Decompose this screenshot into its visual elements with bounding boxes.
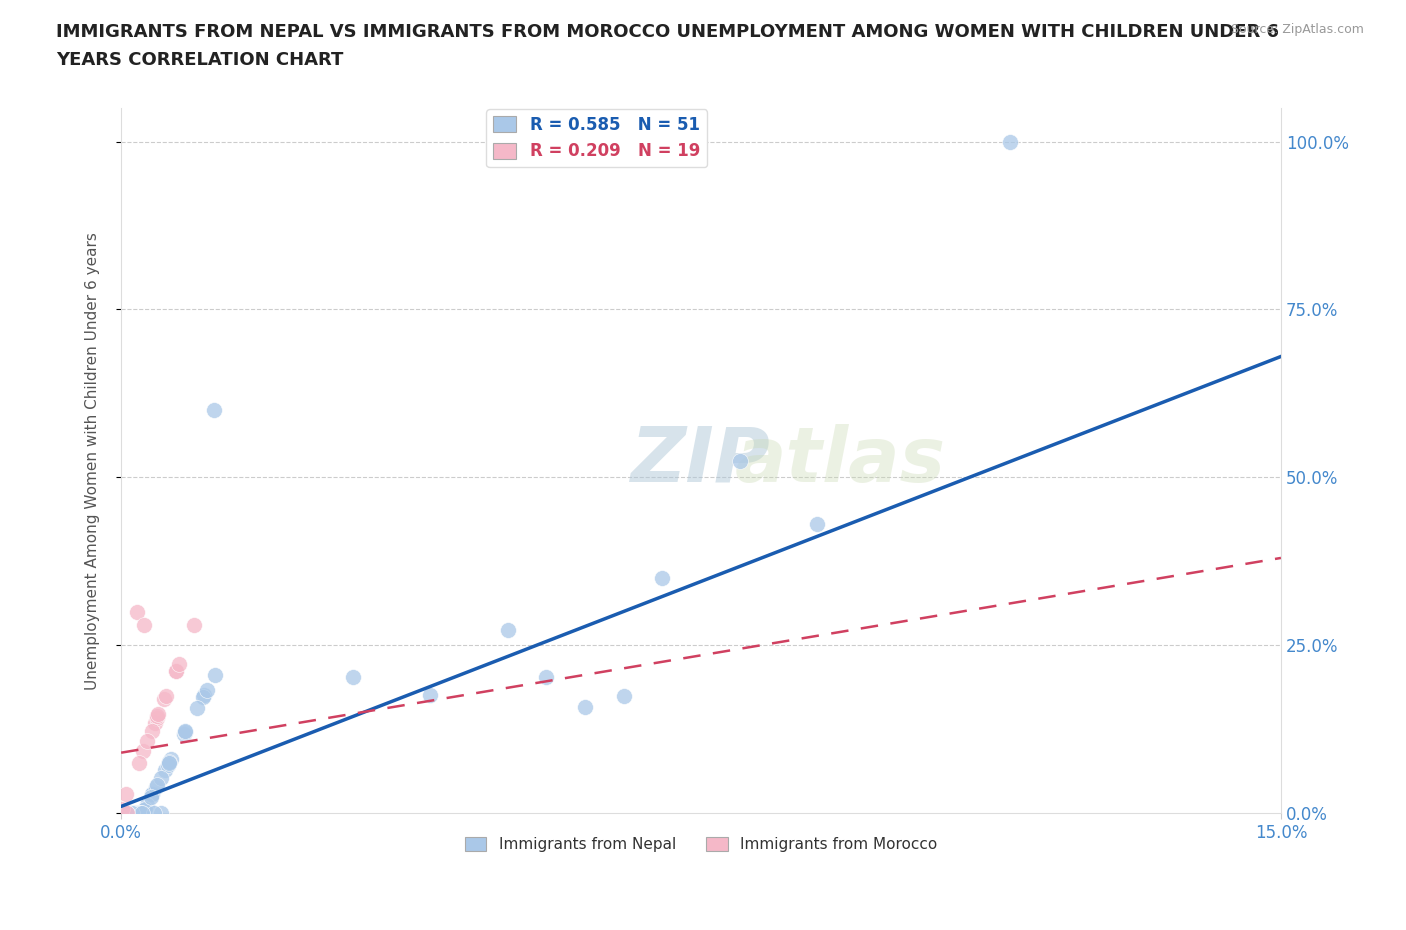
Point (193, 687, 215, 702)
Point (134, 805, 156, 820)
Point (117, 805, 139, 820)
Point (165, 664, 187, 679)
Point (191, 689, 214, 704)
Point (195, 683, 218, 698)
Point (149, 805, 172, 820)
Point (174, 724, 197, 738)
Point (124, 805, 146, 820)
Point (121, 805, 143, 820)
Point (141, 787, 163, 802)
Text: ZIP: ZIP (631, 423, 770, 498)
Point (165, 664, 187, 679)
Point (134, 618, 156, 632)
Point (613, 689, 636, 704)
Point (167, 657, 190, 671)
Point (204, 667, 226, 682)
Point (536, 670, 558, 684)
Point (202, 403, 225, 418)
Point (1000, 134, 1022, 149)
Point (135, 797, 157, 812)
Point (342, 670, 364, 684)
Point (183, 618, 205, 632)
Legend: Immigrants from Nepal, Immigrants from Morocco: Immigrants from Nepal, Immigrants from M… (458, 830, 943, 858)
Point (132, 803, 155, 817)
Point (574, 699, 596, 714)
Point (132, 744, 155, 759)
Point (131, 805, 153, 820)
Point (118, 805, 141, 820)
Point (121, 805, 143, 820)
Point (143, 715, 166, 730)
Point (134, 802, 156, 817)
Text: Source: ZipAtlas.com: Source: ZipAtlas.com (1230, 23, 1364, 36)
Point (139, 790, 162, 804)
Point (173, 725, 195, 740)
Point (143, 805, 166, 820)
Point (156, 757, 179, 772)
Point (145, 711, 167, 725)
Point (157, 755, 180, 770)
Point (127, 805, 149, 820)
Point (124, 805, 146, 820)
Point (141, 723, 163, 737)
Point (145, 779, 167, 794)
Point (115, 805, 138, 820)
Point (128, 805, 150, 820)
Point (136, 734, 159, 749)
Point (159, 751, 181, 766)
Point (153, 763, 176, 777)
Point (806, 516, 828, 531)
Point (146, 777, 169, 792)
Text: IMMIGRANTS FROM NEPAL VS IMMIGRANTS FROM MOROCCO UNEMPLOYMENT AMONG WOMEN WITH C: IMMIGRANTS FROM NEPAL VS IMMIGRANTS FROM… (56, 23, 1279, 41)
Point (419, 687, 441, 702)
Point (128, 805, 150, 820)
Y-axis label: Unemployment Among Women with Children Under 6 years: Unemployment Among Women with Children U… (86, 232, 100, 689)
Point (157, 754, 180, 769)
Point (146, 709, 169, 724)
Point (125, 604, 148, 619)
Point (186, 700, 208, 715)
Text: atlas: atlas (735, 423, 946, 498)
Point (129, 805, 152, 820)
Point (141, 787, 163, 802)
Point (496, 622, 519, 637)
Text: YEARS CORRELATION CHART: YEARS CORRELATION CHART (56, 51, 343, 69)
Point (173, 727, 195, 742)
Point (153, 692, 176, 707)
Point (115, 787, 138, 802)
Point (155, 689, 177, 704)
Point (651, 571, 673, 586)
Point (149, 771, 172, 786)
Point (129, 805, 152, 820)
Point (117, 805, 139, 820)
Point (111, 802, 134, 817)
Point (728, 453, 751, 468)
Point (148, 707, 170, 722)
Point (128, 755, 150, 770)
Point (127, 805, 149, 820)
